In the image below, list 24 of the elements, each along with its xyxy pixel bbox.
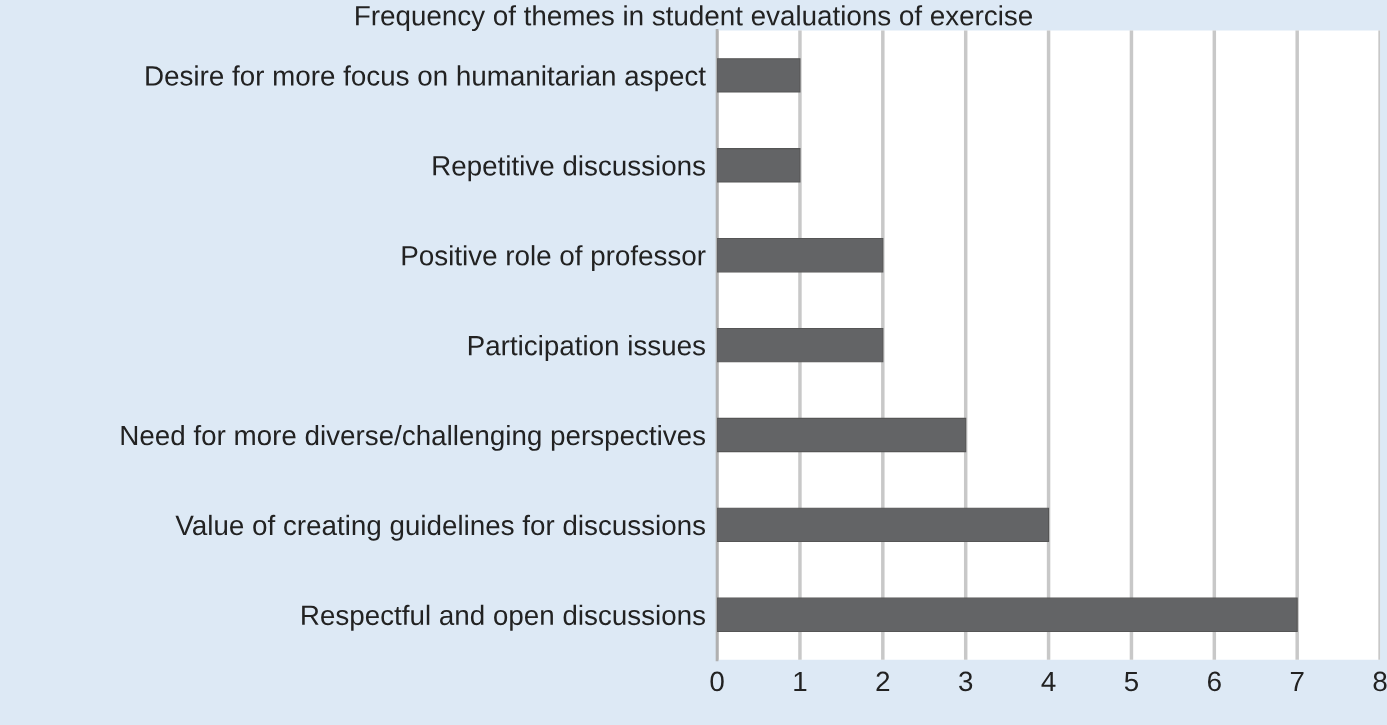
x-tick-label: 4 bbox=[1041, 671, 1056, 691]
y-tick-label: Respectful and open discussions bbox=[302, 604, 705, 631]
x-tick-label: 8 bbox=[1373, 671, 1387, 692]
y-tick-label: Positive role of professor bbox=[402, 245, 706, 272]
y-tick-label: Participation issues bbox=[468, 335, 705, 361]
x-tick-label: 0 bbox=[710, 671, 724, 692]
bar bbox=[717, 327, 884, 363]
bar bbox=[717, 507, 1050, 543]
bar bbox=[717, 417, 967, 453]
y-tick-label: Need for more diverse/challenging perspectives bbox=[121, 424, 706, 451]
bar bbox=[717, 58, 801, 93]
y-tick-label: Value of creating guidelines for discussions bbox=[175, 514, 705, 541]
x-tick-label: 1 bbox=[794, 671, 807, 691]
y-tick-label: Repetitive discussions bbox=[433, 155, 705, 182]
bar bbox=[717, 597, 1298, 632]
bar bbox=[717, 238, 884, 273]
x-tick-label: 2 bbox=[876, 671, 890, 691]
chart-title: Frequency of themes in student evaluations of exercise bbox=[356, 5, 1032, 32]
y-tick-label: Desire for more focus on humanitarian aspect bbox=[146, 65, 706, 92]
x-tick-label: 3 bbox=[959, 671, 973, 692]
bar bbox=[717, 148, 801, 183]
x-tick-label: 6 bbox=[1208, 671, 1221, 692]
x-tick-label: 5 bbox=[1124, 671, 1139, 692]
x-tick-label: 7 bbox=[1290, 671, 1304, 691]
